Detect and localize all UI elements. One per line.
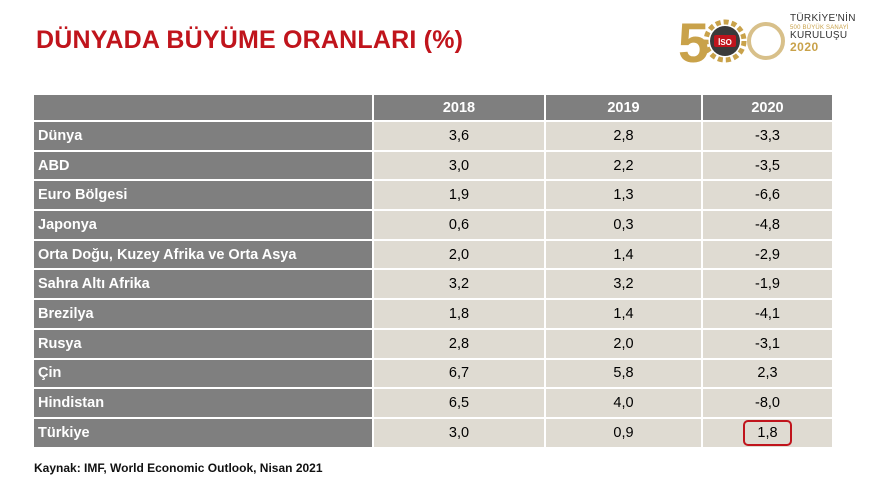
value-cell-2018: 2,0 (372, 238, 546, 271)
header-region (32, 93, 374, 122)
table-row: Rusya 2,8 2,0 -3,1 (32, 327, 834, 360)
iso-500-emblem-icon: 5 İSO (678, 11, 785, 74)
region-name-cell: Brezilya (32, 298, 374, 330)
value-cell-2020: -1,9 (701, 268, 834, 301)
region-name-cell: Hindistan (32, 387, 374, 419)
region-name-cell: Dünya (32, 120, 374, 152)
iso-500-logo: 5 İSO TÜRKİYE'NİN 500 BÜYÜK SANAYİ KURUL… (676, 8, 866, 74)
table-header-row: 2018 2019 2020 (32, 93, 834, 122)
value-cell-2020: -6,6 (701, 179, 834, 212)
value-cell-2019: 1,4 (544, 238, 703, 271)
logo-line-1: TÜRKİYE'NİN (790, 13, 856, 24)
value-cell-2020: 1,8 (701, 416, 834, 449)
table-row: Dünya 3,6 2,8 -3,3 (32, 120, 834, 152)
table-row: ABD 3,0 2,2 -3,5 (32, 149, 834, 182)
value-cell-2019: 1,4 (544, 298, 703, 330)
header-2019: 2019 (544, 93, 703, 122)
table-row: Japonya 0,6 0,3 -4,8 (32, 209, 834, 241)
value-cell-2019: 2,2 (544, 149, 703, 182)
table-row: Orta Doğu, Kuzey Afrika ve Orta Asya 2,0 1… (32, 238, 834, 271)
header-2018: 2018 (372, 93, 546, 122)
value-cell-2019: 4,0 (544, 387, 703, 419)
value-cell-2019: 3,2 (544, 268, 703, 301)
value-cell-2018: 3,6 (372, 120, 546, 152)
highlighted-value: 1,8 (743, 419, 792, 446)
region-name-cell: ABD (32, 149, 374, 182)
value-cell-2020: -4,1 (701, 298, 834, 330)
source-note: Kaynak: IMF, World Economic Outlook, Nis… (34, 461, 323, 475)
value-cell-2019: 0,9 (544, 416, 703, 449)
value-cell-2018: 1,9 (372, 179, 546, 212)
value-cell-2020: -4,8 (701, 209, 834, 241)
logo-line-2: 500 BÜYÜK SANAYİ (790, 24, 849, 31)
table-row: Türkiye 3,0 0,9 1,8 (32, 416, 834, 449)
value-cell-2020: -3,3 (701, 120, 834, 152)
value-cell-2020: -3,5 (701, 149, 834, 182)
value-cell-2018: 2,8 (372, 327, 546, 360)
logo-badge: İSO (718, 38, 732, 47)
region-name-cell: Çin (32, 357, 374, 390)
value-cell-2020: -3,1 (701, 327, 834, 360)
value-cell-2018: 1,8 (372, 298, 546, 330)
region-name-cell: Japonya (32, 209, 374, 241)
value-cell-2018: 6,5 (372, 387, 546, 419)
table-row: Hindistan 6,5 4,0 -8,0 (32, 387, 834, 419)
value-cell-2020: -2,9 (701, 238, 834, 271)
region-name-cell: Euro Bölgesi (32, 179, 374, 212)
value-cell-2019: 1,3 (544, 179, 703, 212)
table-row: Brezilya 1,8 1,4 -4,1 (32, 298, 834, 330)
value-cell-2018: 3,0 (372, 416, 546, 449)
region-name-cell: Orta Doğu, Kuzey Afrika ve Orta Asya (32, 238, 374, 271)
value-cell-2018: 6,7 (372, 357, 546, 390)
logo-line-3: KURULUŞU (790, 29, 848, 41)
region-name-cell: Türkiye (32, 416, 374, 449)
logo-line-4: 2020 (790, 40, 819, 55)
table-row: Sahra Altı Afrika 3,2 3,2 -1,9 (32, 268, 834, 301)
value-cell-2018: 0,6 (372, 209, 546, 241)
value-cell-2019: 5,8 (544, 357, 703, 390)
growth-rates-table: 2018 2019 2020 Dünya 3,6 2,8 -3,3 ABD 3,0 2,2-… (32, 93, 834, 449)
value-cell-2019: 0,3 (544, 209, 703, 241)
value-cell-2018: 3,0 (372, 149, 546, 182)
value-cell-2019: 2,0 (544, 327, 703, 360)
value-cell-2020: 2,3 (701, 357, 834, 390)
region-name-cell: Rusya (32, 327, 374, 360)
value-cell-2018: 3,2 (372, 268, 546, 301)
table-row: Çin 6,7 5,8 2,3 (32, 357, 834, 390)
table-row: Euro Bölgesi 1,9 1,3 -6,6 (32, 179, 834, 212)
region-name-cell: Sahra Altı Afrika (32, 268, 374, 301)
value-cell-2019: 2,8 (544, 120, 703, 152)
value-cell-2020: -8,0 (701, 387, 834, 419)
page-title: DÜNYADA BÜYÜME ORANLARI (%) (36, 26, 464, 54)
header-2020: 2020 (701, 93, 834, 122)
